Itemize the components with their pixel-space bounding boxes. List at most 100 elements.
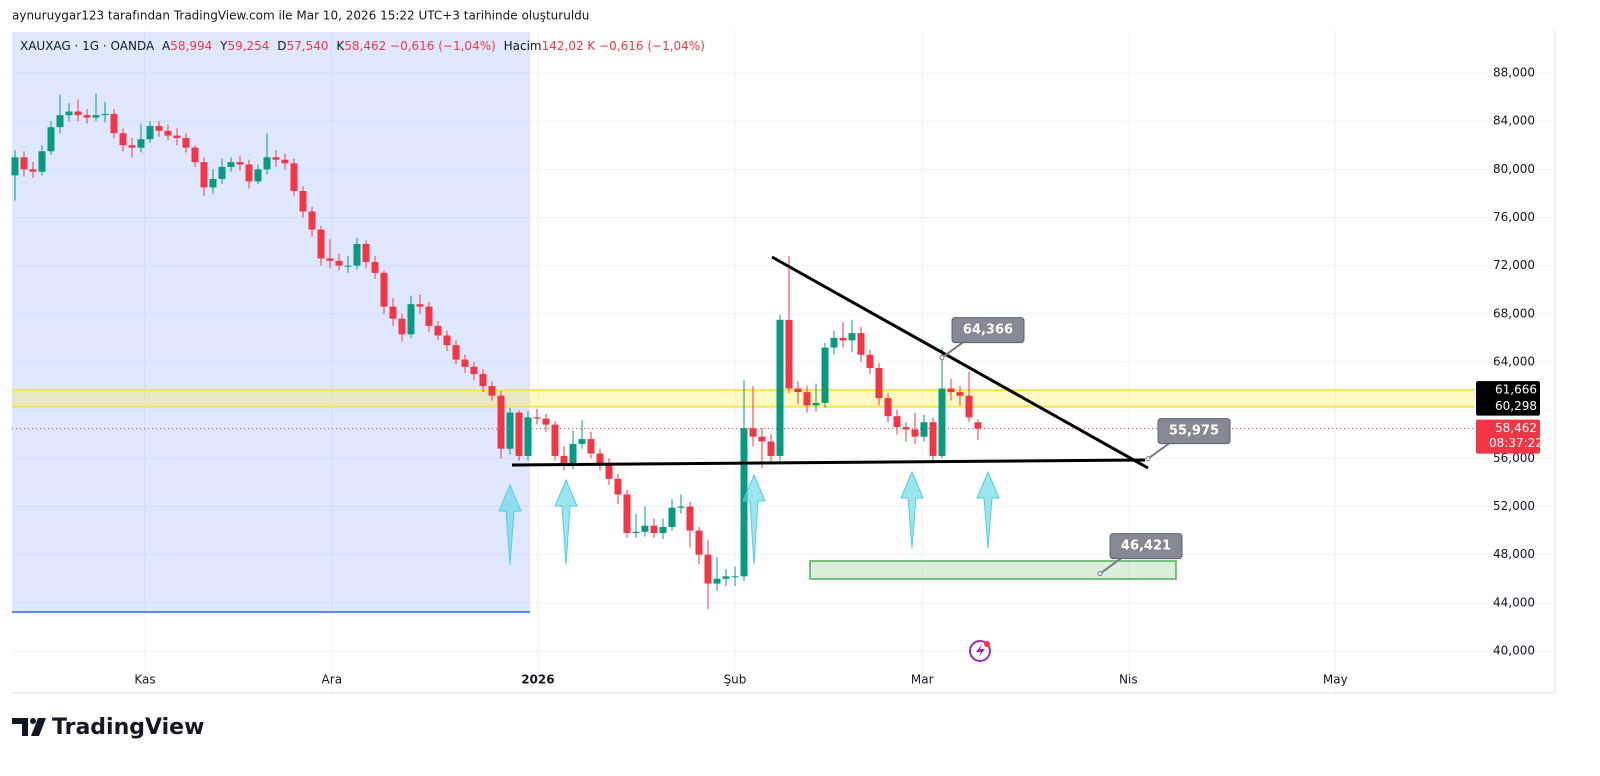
header: aynuruygar123 tarafından TradingView.com…: [12, 9, 589, 23]
candle-body: [38, 151, 46, 172]
candle-body: [677, 506, 685, 508]
candle-body: [29, 169, 37, 172]
candle-body: [533, 417, 541, 419]
candle-body: [155, 125, 163, 131]
candle-body: [785, 319, 793, 389]
brand-logo: TradingView: [12, 715, 204, 740]
candle-body: [641, 525, 649, 532]
candle-body: [893, 416, 901, 428]
y-tick-label: 68,000: [1493, 306, 1535, 320]
candle-body: [461, 359, 469, 367]
candle-body: [263, 157, 271, 170]
candle-body: [236, 162, 244, 165]
candle-body: [218, 166, 226, 179]
y-tick-label: 48,000: [1493, 547, 1535, 561]
legend-value: 59,254: [227, 39, 269, 53]
candle-body: [776, 319, 784, 456]
candle-body: [245, 164, 253, 182]
y-tick-label: 56,000: [1493, 451, 1535, 465]
y-tick-label: 52,000: [1493, 499, 1535, 513]
candle-body: [605, 463, 613, 479]
candle-body: [425, 306, 433, 326]
callout-box: [1157, 418, 1231, 445]
candle-body: [866, 354, 874, 369]
candle-body: [947, 388, 955, 393]
candle-body: [119, 133, 127, 146]
x-tick-label: Mar: [911, 673, 934, 687]
candle-body: [938, 388, 946, 456]
candle-body: [848, 333, 856, 341]
arrow: [498, 483, 522, 566]
candle-body: [560, 455, 568, 466]
callout-box: [951, 317, 1025, 344]
candle-body: [506, 412, 514, 449]
y-tick-label: 88,000: [1493, 66, 1535, 80]
y-tick-label: 84,000: [1493, 114, 1535, 128]
price-tag-label: 61,666: [1495, 383, 1537, 397]
y-tick-label: 76,000: [1493, 210, 1535, 224]
brand: TradingView: [52, 715, 204, 740]
y-tick-label: 44,000: [1493, 595, 1535, 609]
candle-body: [191, 147, 199, 163]
arrow: [900, 470, 924, 549]
callout-pointer: [941, 340, 965, 359]
candle-body: [416, 304, 424, 307]
legend-value: 58,994: [170, 39, 212, 53]
candle-body: [335, 260, 343, 266]
candle-body: [911, 429, 919, 437]
x-tick-label: Nis: [1119, 673, 1138, 687]
candle-body: [884, 398, 892, 417]
candle-body: [515, 412, 523, 456]
candle-body: [794, 388, 802, 393]
candle-body: [614, 478, 622, 495]
candle-body: [569, 443, 577, 466]
candle-body: [317, 229, 325, 259]
candle-body: [650, 525, 658, 533]
candle-body: [524, 417, 532, 456]
candle-body: [452, 345, 460, 360]
price-tag: [1476, 381, 1540, 400]
candle-body: [56, 115, 64, 128]
candle-body: [623, 494, 631, 533]
candle-body: [272, 157, 280, 160]
support-line: [511, 458, 1146, 467]
candle-body: [470, 366, 478, 375]
candle-body: [101, 113, 109, 116]
candle-body: [497, 395, 505, 449]
candle-body: [974, 422, 982, 429]
target-box: [809, 560, 1177, 580]
legend-value: 142,02 K −0,616 (−1,04%): [542, 39, 705, 53]
y-tick-label: 64,000: [1493, 355, 1535, 369]
y-tick-label: 72,000: [1493, 258, 1535, 272]
candle-body: [146, 125, 154, 140]
legend: XAUXAG · 1G · OANDA A58,994 Y59,254 D57,…: [20, 39, 705, 53]
y-tick-label: 40,000: [1493, 644, 1535, 658]
x-tick-label: Ara: [322, 673, 343, 687]
price-tag: [1476, 397, 1540, 416]
candle-body: [839, 337, 847, 341]
candle-body: [308, 211, 316, 230]
candle-body: [227, 162, 235, 167]
candle-body: [281, 159, 289, 164]
drawings: [511, 255, 1177, 580]
candle-body: [443, 335, 451, 346]
candle-body: [11, 157, 19, 176]
candle-body: [740, 428, 748, 577]
candle-body: [110, 113, 118, 134]
candle-body: [731, 576, 739, 578]
candle-body: [353, 243, 361, 266]
candle-body: [767, 441, 775, 456]
candle-body: [812, 402, 820, 406]
candle-body: [47, 127, 55, 152]
callout-point: [1097, 571, 1103, 577]
candle-body: [362, 243, 370, 263]
candle-body: [686, 506, 694, 531]
legend-key: D: [277, 39, 286, 53]
candle-body: [398, 318, 406, 335]
arrow: [554, 478, 578, 566]
last-price-label: 58,462: [1495, 421, 1537, 435]
candle-body: [704, 554, 712, 584]
candle-body: [173, 135, 181, 139]
